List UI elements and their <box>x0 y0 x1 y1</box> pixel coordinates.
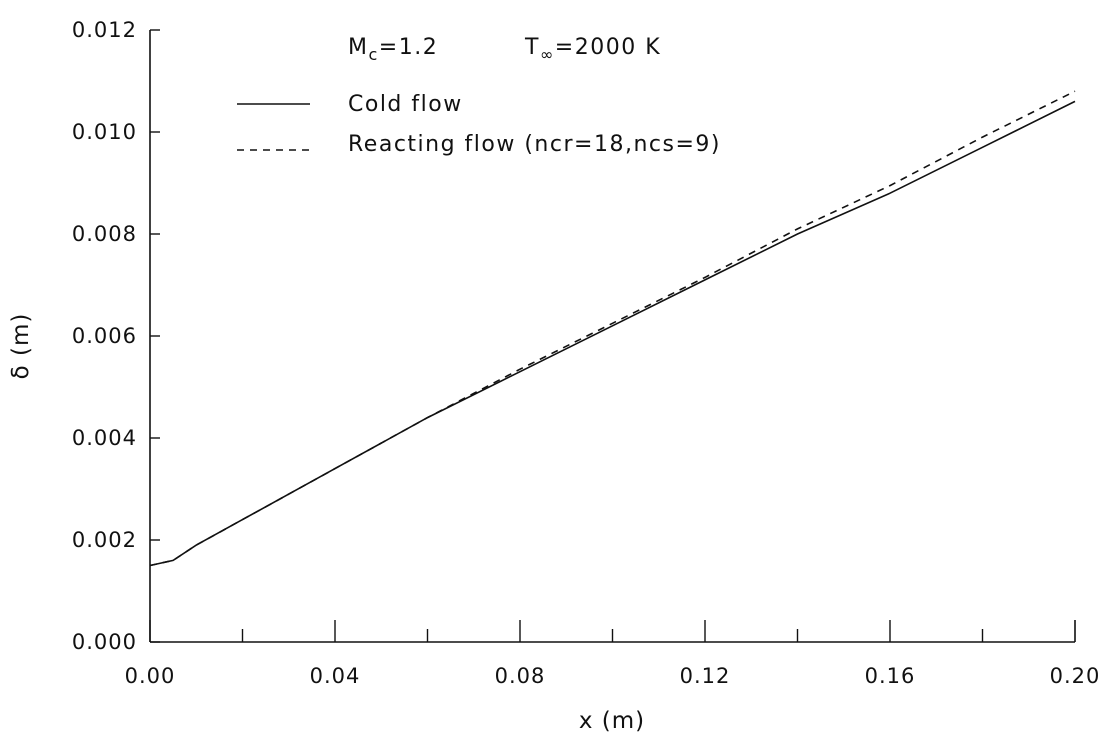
legend-label-reacting-flow: Reacting flow (ncr=18,ncs=9) <box>348 132 721 157</box>
temperature-subscript: ∞ <box>540 45 555 64</box>
mach-value: =1.2 <box>379 35 438 60</box>
mach-annotation: Mc=1.2 <box>348 35 438 64</box>
series-line-reacting-flow <box>149 90 1076 567</box>
x-tick-label: 0.16 <box>865 664 916 688</box>
y-tick-label: 0.006 <box>72 324 137 348</box>
y-axis-label: δ (m) <box>8 313 34 380</box>
x-ticks: 0.00 0.04 0.08 0.12 0.16 0.20 <box>125 620 1101 688</box>
y-tick-label: 0.002 <box>72 528 137 552</box>
y-tick-label: 0.004 <box>72 426 137 450</box>
legend-label-cold-flow: Cold flow <box>348 92 463 117</box>
y-tick-label: 0.012 <box>72 18 137 42</box>
x-tick-label: 0.20 <box>1050 664 1101 688</box>
series-line-cold-flow <box>149 100 1076 567</box>
y-ticks: 0.000 0.002 0.004 0.006 0.008 0.010 0.012 <box>72 18 160 654</box>
legend: Cold flow Reacting flow (ncr=18,ncs=9) <box>237 92 721 157</box>
x-tick-label: 0.00 <box>125 664 176 688</box>
x-tick-label: 0.12 <box>680 664 731 688</box>
x-tick-label: 0.04 <box>310 664 361 688</box>
temperature-value: =2000 K <box>555 35 661 60</box>
y-tick-label: 0.010 <box>72 120 137 144</box>
x-axis-label: x (m) <box>579 708 645 734</box>
y-tick-label: 0.000 <box>72 630 137 654</box>
temperature-symbol: T <box>524 35 540 60</box>
x-tick-label: 0.08 <box>495 664 546 688</box>
temperature-annotation: T∞=2000 K <box>524 35 661 64</box>
mach-symbol: M <box>348 35 368 60</box>
series-layer <box>149 90 1076 567</box>
y-tick-label: 0.008 <box>72 222 137 246</box>
mach-subscript: c <box>368 45 378 64</box>
